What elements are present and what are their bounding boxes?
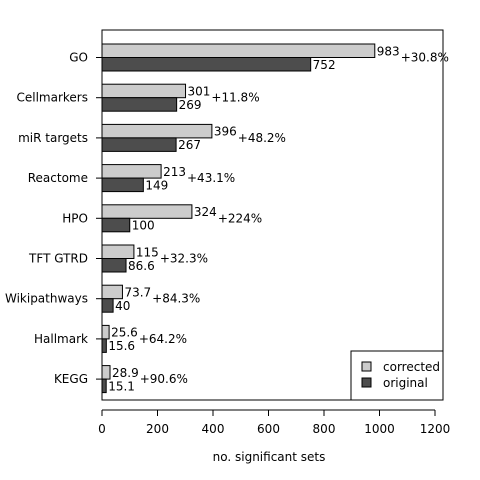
change-label-reactome: +43.1% <box>187 171 235 185</box>
x-tick-label-1200: 1200 <box>420 422 451 436</box>
value-label-corrected-go: 983 <box>377 44 400 58</box>
change-label-kegg: +90.6% <box>140 372 188 386</box>
x-tick-label-0: 0 <box>98 422 106 436</box>
category-label-go: GO <box>69 51 88 65</box>
value-label-corrected-hpo: 324 <box>194 205 217 219</box>
bar-original-mir-targets <box>101 137 177 152</box>
bar-corrected-mir-targets <box>101 123 213 139</box>
value-label-corrected-hallmark: 25.6 <box>111 326 138 340</box>
value-label-corrected-cellmarkers: 301 <box>188 84 211 98</box>
legend: corrected original <box>350 350 444 401</box>
legend-swatch-original <box>361 377 372 388</box>
x-tick-label-1000: 1000 <box>364 422 395 436</box>
value-label-original-mir-targets: 267 <box>178 138 201 152</box>
category-label-hallmark: Hallmark <box>34 332 88 346</box>
category-label-cellmarkers: Cellmarkers <box>17 91 89 105</box>
value-label-corrected-mir-targets: 396 <box>214 125 237 139</box>
bar-corrected-hpo <box>101 204 193 219</box>
value-label-corrected-tft-gtrd: 115 <box>136 245 159 259</box>
legend-swatch-corrected <box>361 361 372 372</box>
category-label-tft-gtrd: TFT GTRD <box>28 252 88 266</box>
value-label-original-wikipathways: 40 <box>115 299 130 313</box>
bar-original-go <box>101 57 312 72</box>
x-axis: 0 200 400 600 800 1000 1200 <box>98 409 451 436</box>
bar-original-kegg <box>101 378 107 394</box>
value-label-original-tft-gtrd: 86.6 <box>128 259 155 273</box>
bar-corrected-wikipathways <box>101 284 123 300</box>
bar-corrected-kegg <box>101 365 111 380</box>
legend-label-original: original <box>383 376 428 390</box>
bar-original-hallmark <box>101 338 107 353</box>
change-label-hallmark: +64.2% <box>139 332 187 346</box>
value-label-original-reactome: 149 <box>145 178 168 192</box>
change-label-wikipathways: +84.3% <box>152 292 200 306</box>
bar-corrected-hallmark <box>101 324 110 340</box>
category-label-wikipathways: Wikipathways <box>5 292 88 306</box>
x-tick-label-200: 200 <box>146 422 169 436</box>
value-label-corrected-kegg: 28.9 <box>112 366 139 380</box>
value-label-corrected-reactome: 213 <box>163 165 186 179</box>
bars-layer <box>101 43 376 394</box>
value-label-original-cellmarkers: 269 <box>179 98 202 112</box>
x-tick-label-400: 400 <box>202 422 225 436</box>
category-label-kegg: KEGG <box>54 372 88 386</box>
value-label-original-go: 752 <box>313 58 336 72</box>
legend-label-corrected: corrected <box>383 360 440 374</box>
bar-original-tft-gtrd <box>101 258 127 273</box>
x-tick-label-800: 800 <box>313 422 336 436</box>
bar-original-wikipathways <box>101 298 114 313</box>
bar-corrected-tft-gtrd <box>101 244 135 259</box>
legend-box <box>350 350 444 401</box>
value-label-original-kegg: 15.1 <box>108 379 135 393</box>
value-label-corrected-wikipathways: 73.7 <box>124 285 151 299</box>
change-label-tft-gtrd: +32.3% <box>160 252 208 266</box>
bar-corrected-reactome <box>101 164 162 179</box>
change-label-mir-targets: +48.2% <box>238 131 286 145</box>
bar-original-hpo <box>101 217 131 233</box>
value-label-original-hpo: 100 <box>132 219 155 233</box>
change-label-cellmarkers: +11.8% <box>211 91 259 105</box>
x-axis-title: no. significant sets <box>213 450 326 464</box>
bar-corrected-cellmarkers <box>101 83 187 99</box>
bar-original-cellmarkers <box>101 97 178 112</box>
x-tick-label-600: 600 <box>257 422 280 436</box>
change-label-go: +30.8% <box>401 51 449 65</box>
change-label-hpo: +224% <box>218 211 262 225</box>
value-label-original-hallmark: 15.6 <box>108 339 135 353</box>
category-label-hpo: HPO <box>62 211 88 225</box>
category-label-reactome: Reactome <box>28 171 88 185</box>
bar-original-reactome <box>101 177 144 193</box>
category-label-mir-targets: miR targets <box>18 131 88 145</box>
bar-corrected-go <box>101 43 376 58</box>
